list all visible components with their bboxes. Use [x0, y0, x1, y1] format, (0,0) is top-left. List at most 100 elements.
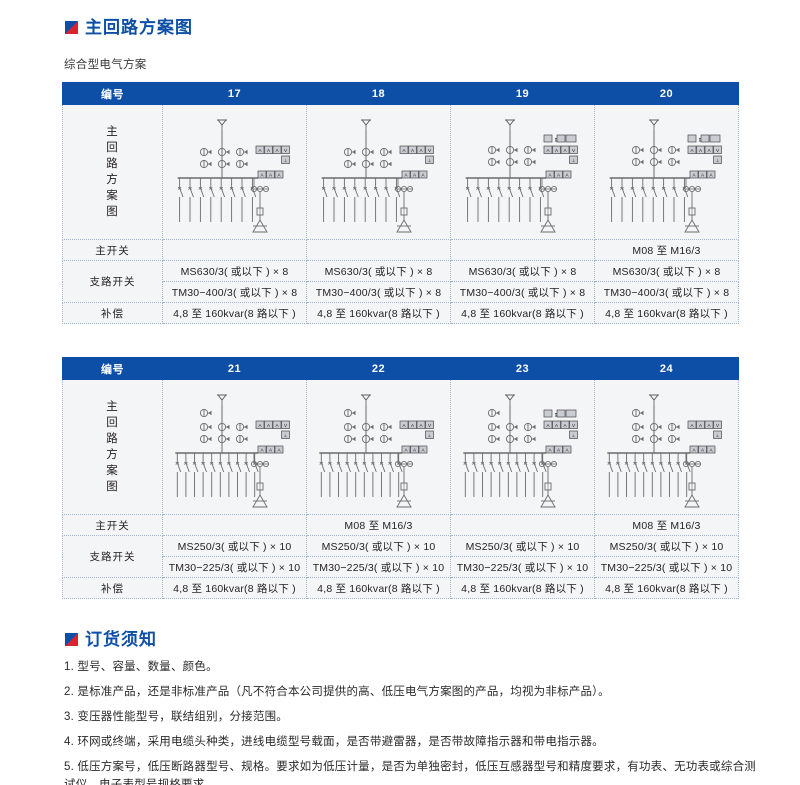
svg-text:A: A: [563, 147, 567, 152]
branch-switch-2-17: TM30−400/3( 或以下 ) × 8: [162, 281, 307, 303]
header-number: 编号: [62, 357, 163, 380]
table-row-branch-switch-1: 支路开关 MS250/3( 或以下 ) × 10 MS250/3( 或以下 ) …: [62, 535, 739, 578]
svg-text:A: A: [700, 447, 704, 452]
branch-switch-2-24: TM30−225/3( 或以下 ) × 10: [594, 556, 739, 578]
table-row-branch-switch-1: 支路开关 MS630/3( 或以下 ) × 8 MS630/3( 或以下 ) ×…: [62, 260, 739, 303]
branch-switch-1-21: MS250/3( 或以下 ) × 10: [162, 535, 307, 557]
svg-text:A: A: [421, 172, 425, 177]
svg-text:A: A: [707, 147, 711, 152]
header-col-19: 19: [450, 82, 595, 105]
note-item: 4. 环网或终端，采用电缆头种类，进线电缆型号载面，是否带避雷器，是否带故障指示…: [64, 736, 604, 748]
compensation-20: 4,8 至 160kvar(8 路以下 ): [594, 302, 739, 324]
branch-switch-2-21: TM30−225/3( 或以下 ) × 10: [162, 556, 307, 578]
compensation-21: 4,8 至 160kvar(8 路以下 ): [162, 577, 307, 599]
branch-switch-2-20: TM30−400/3( 或以下 ) × 8: [594, 281, 739, 303]
circuit-diagram-17: A A A V ⊥ A A A: [162, 104, 307, 240]
rowlabel-scheme-char-4: 案: [106, 465, 119, 477]
svg-text:A: A: [556, 172, 560, 177]
branch-switch-1-19: MS630/3( 或以下 ) × 8: [450, 260, 595, 282]
header-col-18: 18: [306, 82, 451, 105]
rowlabel-scheme-char-1: 回: [106, 142, 119, 154]
header-col-17: 17: [162, 82, 307, 105]
svg-text:A: A: [266, 147, 270, 152]
svg-text:A: A: [565, 447, 569, 452]
circuit-diagram-24: A A A V ⊥ A A A: [594, 379, 739, 515]
svg-text:A: A: [258, 422, 262, 427]
main-switch-19: [450, 239, 595, 261]
svg-text:A: A: [421, 447, 425, 452]
rowlabel-main-switch: 主开关: [62, 239, 163, 261]
compensation-19: 4,8 至 160kvar(8 路以下 ): [450, 302, 595, 324]
table-row-branch-switch-2: TM30−225/3( 或以下 ) × 10 TM30−225/3( 或以下 )…: [63, 556, 739, 578]
svg-text:A: A: [700, 172, 704, 177]
branch-switch-1-17: MS630/3( 或以下 ) × 8: [162, 260, 307, 282]
svg-text:A: A: [692, 447, 696, 452]
scheme-table-2-wrapper: 编号 21 22 23 24 主 回 路 方 案 图: [62, 357, 739, 599]
branch-switch-2-22: TM30−225/3( 或以下 ) × 10: [306, 556, 451, 578]
svg-text:A: A: [548, 447, 552, 452]
compensation-24: 4,8 至 160kvar(8 路以下 ): [594, 577, 739, 599]
svg-text:A: A: [563, 422, 567, 427]
branch-switch-1-18: MS630/3( 或以下 ) × 8: [306, 260, 451, 282]
rowlabel-scheme-char-1: 回: [106, 417, 119, 429]
svg-text:A: A: [548, 172, 552, 177]
svg-text:V: V: [715, 422, 719, 427]
svg-text:A: A: [402, 422, 406, 427]
header-col-24: 24: [594, 357, 739, 380]
svg-text:A: A: [277, 172, 281, 177]
branch-switch-1-23: MS250/3( 或以下 ) × 10: [450, 535, 595, 557]
svg-text:A: A: [260, 447, 264, 452]
svg-text:V: V: [571, 422, 575, 427]
note-item: 1. 型号、容量、数量、颜色。: [64, 661, 218, 673]
svg-text:A: A: [690, 422, 694, 427]
rowlabel-main-switch: 主开关: [62, 514, 163, 536]
subtitle: 综合型电气方案: [64, 59, 147, 71]
page-title: 主回路方案图: [85, 18, 193, 37]
table-row-compensation: 补偿 4,8 至 160kvar(8 路以下 ) 4,8 至 160kvar(8…: [62, 577, 739, 599]
rowlabel-scheme: 主 回 路 方 案 图: [62, 379, 163, 515]
header-col-23: 23: [450, 357, 595, 380]
svg-text:A: A: [404, 172, 408, 177]
section-heading-order-notice: 订货须知: [65, 631, 157, 648]
scheme-table-1: 编号 17 18 19 20 主 回 路 方 案 图: [62, 82, 739, 324]
rowlabel-scheme-char-3: 方: [106, 449, 119, 461]
section-heading-main-circuit: 主回路方案图: [65, 19, 193, 36]
svg-text:A: A: [275, 422, 279, 427]
svg-text:A: A: [268, 447, 272, 452]
svg-text:A: A: [277, 447, 281, 452]
note-item: 3. 变压器性能型号，联结组别，分接范围。: [64, 711, 288, 723]
svg-text:⊥: ⊥: [283, 157, 287, 162]
svg-text:A: A: [404, 447, 408, 452]
svg-text:V: V: [283, 422, 287, 427]
main-switch-18: [306, 239, 451, 261]
svg-text:V: V: [283, 147, 287, 152]
svg-text:⊥: ⊥: [571, 432, 575, 437]
svg-text:A: A: [260, 172, 264, 177]
svg-text:V: V: [427, 422, 431, 427]
branch-switch-2-23: TM30−225/3( 或以下 ) × 10: [450, 556, 595, 578]
svg-text:V: V: [427, 147, 431, 152]
header-col-22: 22: [306, 357, 451, 380]
rowlabel-scheme-char-2: 路: [106, 433, 119, 445]
branch-switch-1-20: MS630/3( 或以下 ) × 8: [594, 260, 739, 282]
order-notice-list: 1. 型号、容量、数量、颜色。 2. 是标准产品，还是非标准产品（凡不符合本公司…: [64, 658, 764, 785]
svg-text:A: A: [556, 447, 560, 452]
main-switch-24: M08 至 M16/3: [594, 514, 739, 536]
branch-switch-2-18: TM30−400/3( 或以下 ) × 8: [306, 281, 451, 303]
svg-text:A: A: [410, 147, 414, 152]
table-row-branch-switch-2: TM30−400/3( 或以下 ) × 8 TM30−400/3( 或以下 ) …: [63, 281, 739, 303]
diagonal-square-icon: [65, 21, 78, 34]
circuit-diagram-22: A A A V ⊥ A A A: [306, 379, 451, 515]
svg-text:A: A: [410, 422, 414, 427]
svg-text:A: A: [565, 172, 569, 177]
branch-switch-1-22: MS250/3( 或以下 ) × 10: [306, 535, 451, 557]
svg-text:A: A: [709, 172, 713, 177]
circuit-diagram-21: A A A V ⊥ A A A: [162, 379, 307, 515]
diagonal-square-icon: [65, 633, 78, 646]
table-header-row: 编号 21 22 23 24: [62, 357, 739, 380]
circuit-diagram-18: A A A V ⊥ A A A: [306, 104, 451, 240]
svg-text:A: A: [268, 172, 272, 177]
svg-text:A: A: [402, 147, 406, 152]
